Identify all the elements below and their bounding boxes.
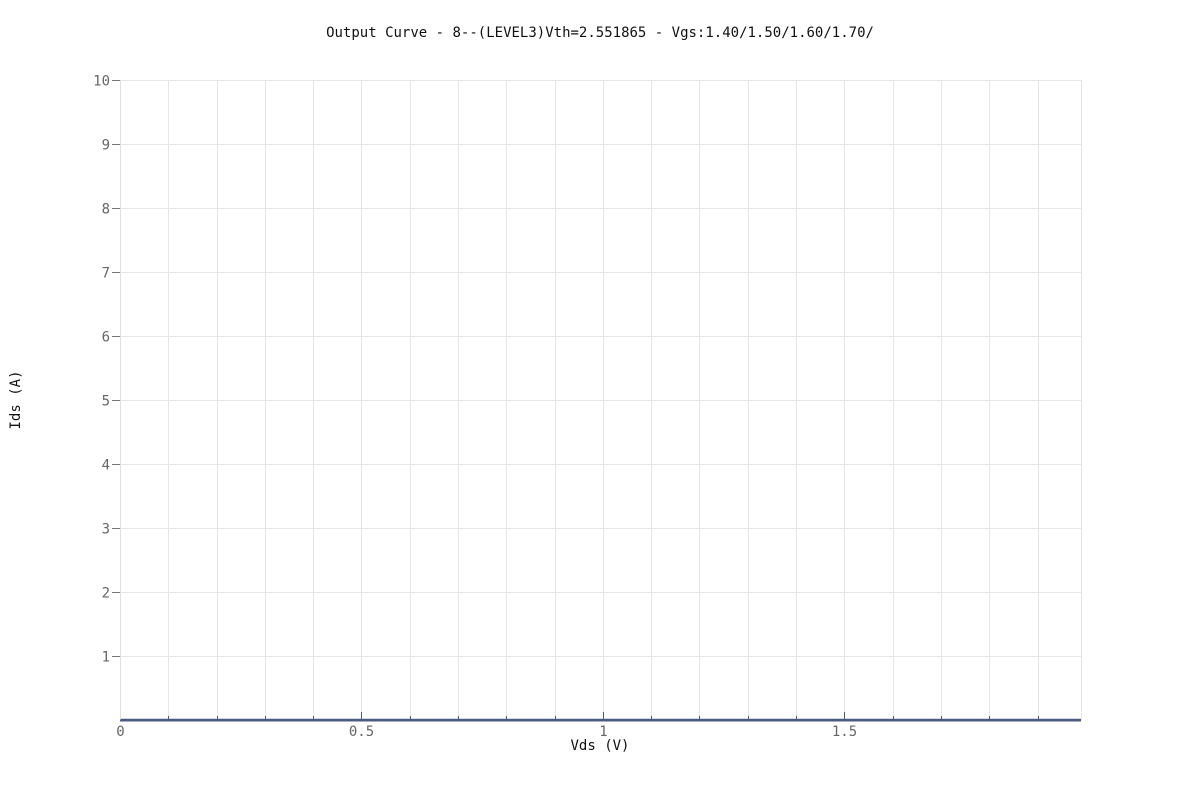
y-axis-label: Ids (A)	[8, 370, 24, 429]
y-tick-label: 2	[102, 586, 110, 602]
grid-layer	[120, 80, 1082, 720]
axis-layer: 1 2 3 4 5 6 7 8 9 10 0 0.5 1 1.5	[93, 74, 1081, 740]
y-tick-label: 6	[102, 330, 110, 346]
x-tick-label: 0.5	[349, 724, 374, 740]
chart-title: Output Curve - 8--(LEVEL3)Vth=2.551865 -…	[326, 25, 874, 41]
y-tick-label: 5	[102, 394, 110, 410]
y-tick-label: 4	[102, 458, 110, 474]
y-tick-label: 3	[102, 522, 110, 538]
x-axis-label: Vds (V)	[570, 738, 629, 754]
y-tick-label: 7	[102, 266, 110, 282]
x-tick-label: 0	[116, 724, 124, 740]
y-tick-label: 9	[102, 138, 110, 154]
y-tick-label: 1	[102, 650, 110, 666]
y-tick-label: 8	[102, 202, 110, 218]
x-tick-label: 1	[599, 724, 607, 740]
x-tick-label: 1.5	[832, 724, 857, 740]
y-tick-label: 10	[93, 74, 110, 90]
